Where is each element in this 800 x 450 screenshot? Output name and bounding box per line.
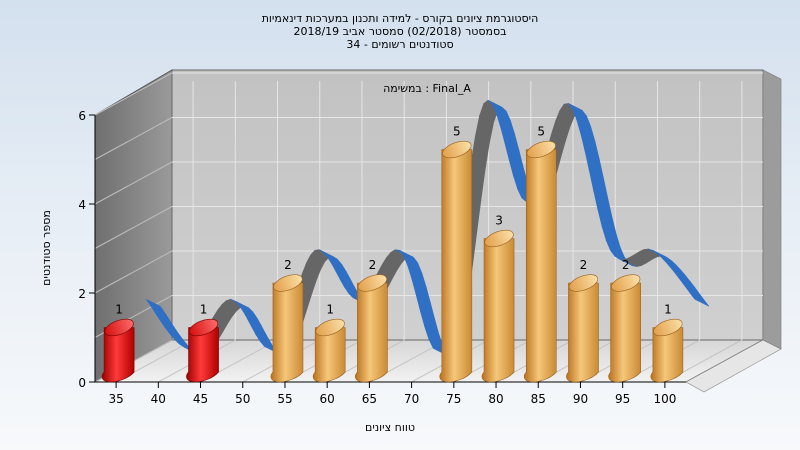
curve-segment [692,295,710,307]
x-tick-label: 60 [320,392,335,406]
gridline-side [94,161,173,205]
bar-value-label: 1 [200,303,208,317]
bar-top [611,274,641,292]
bar-35: 1 [101,303,135,383]
bar-body [312,327,346,383]
bar-value-label: 2 [580,258,588,272]
chart-title-line-3: סטודנטים רשומים - 34 [346,38,453,51]
gridline-side [94,72,173,116]
bar-value-label: 2 [622,258,630,272]
bar-body [270,282,304,383]
bar-body [566,282,599,383]
bar-value-label: 1 [326,303,334,317]
bar-value-label: 5 [537,125,545,139]
bar-top [568,274,599,292]
y-tick-label: 2 [78,287,86,301]
bar-60: 1 [312,303,346,383]
bar-100: 1 [650,303,684,383]
bar-90: 2 [566,258,599,383]
x-tick-label: 50 [235,392,250,406]
x-tick-label: 90 [573,392,588,406]
gridline-side [94,250,173,294]
y-tick-label: 6 [78,109,86,123]
bar-95: 2 [608,258,641,383]
x-tick-label: 100 [653,392,676,406]
bar-top [653,318,683,337]
x-tick-label: 65 [362,392,377,406]
x-tick-label: 70 [404,392,419,406]
bar-top [315,318,345,337]
bar-85: 5 [523,125,557,383]
bar-body [355,282,388,383]
y-axis-label: מספר סטודנטים [40,210,53,286]
x-tick-label: 80 [488,392,503,406]
chart-subtitle: במשימה : Final_A [383,82,471,95]
bar-top [104,318,134,337]
bar-body [608,282,641,383]
bar-body [186,327,219,383]
x-tick-label: 45 [193,392,208,406]
y-tick-label: 0 [78,376,86,390]
gridline-side [94,117,173,160]
gridline-side [94,206,173,249]
bar-45: 1 [186,303,219,383]
bar-top [526,140,556,159]
bar-value-label: 5 [453,125,461,139]
x-tick-label: 40 [151,392,166,406]
bar-55: 2 [270,258,304,383]
bar-top [484,229,514,248]
bar-body [650,327,684,383]
bars: 1 1 2 1 2 5 3 5 2 2 1 [101,125,684,383]
chart-title-line-2: בסמסטר (02/2018) סמסטר אביב 2018/19 [293,25,506,38]
y-tick-label: 4 [78,198,86,212]
bar-top [357,274,387,292]
bar-80: 3 [481,214,515,383]
x-tick-label: 85 [531,392,546,406]
bar-value-label: 1 [115,303,123,317]
x-tick-label: 95 [615,392,630,406]
bar-body [481,238,515,383]
bar-top [188,318,219,337]
bar-top [442,140,472,159]
x-axis-label: טווח ציונים [365,421,415,434]
bar-75: 5 [439,125,473,383]
bar-value-label: 2 [284,258,292,272]
bar-body [101,327,135,383]
bar-body [439,149,473,383]
x-tick-label: 55 [277,392,292,406]
x-tick-label: 75 [446,392,461,406]
bar-value-label: 3 [495,214,503,228]
bar-65: 2 [355,258,388,383]
bar-value-label: 2 [369,258,377,272]
bar-top [273,274,303,292]
chart-back-wall-edge [762,69,782,350]
bar-body [523,149,557,383]
chart-title-line-1: היסטוגרמת ציונים בקורס - למידה ותכנון במ… [262,12,539,25]
x-tick-label: 35 [108,392,123,406]
bar-value-label: 1 [664,303,672,317]
